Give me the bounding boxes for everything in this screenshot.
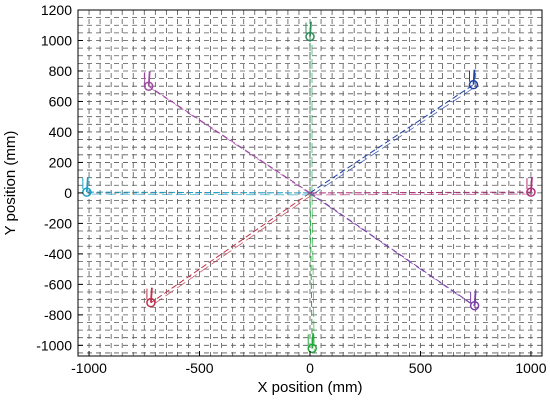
y-tick-label: 0 — [64, 185, 72, 201]
series-path — [150, 192, 311, 304]
y-tick-label: -600 — [44, 276, 72, 292]
end-tick-marker — [530, 177, 533, 193]
x-tick-label: 0 — [306, 360, 314, 376]
x-tick-label: -500 — [186, 360, 214, 376]
y-tick-label: 1000 — [41, 32, 72, 48]
series-path-secondary — [311, 194, 315, 351]
x-axis-label: X position (mm) — [257, 379, 362, 396]
end-tick-marker — [150, 287, 153, 303]
end-tick-marker — [309, 21, 312, 37]
y-axis-ticks: 1200 1000 800 600 400 200 0 -200 -400 -600 -800 -10… — [36, 2, 83, 353]
series-path-secondary — [311, 86, 476, 196]
series-1 — [305, 21, 315, 195]
x-tick-label: 500 — [409, 360, 433, 376]
series-path-secondary — [311, 194, 477, 309]
series-path — [309, 192, 475, 307]
series-8 — [143, 71, 313, 196]
series-3 — [309, 177, 536, 197]
series-path — [86, 191, 311, 194]
series-path — [309, 84, 474, 194]
y-tick-label: 1200 — [41, 2, 72, 18]
end-tick-marker — [85, 177, 89, 193]
series-path-secondary — [88, 193, 313, 196]
end-tick-marker — [147, 71, 151, 87]
y-tick-label: -400 — [44, 246, 72, 262]
series-path-secondary — [150, 87, 313, 196]
series-path-secondary — [311, 193, 534, 196]
series-6 — [146, 192, 313, 308]
end-tick-marker — [311, 333, 315, 349]
series-7 — [82, 177, 313, 197]
series-5 — [307, 192, 317, 354]
series-path-secondary — [152, 194, 313, 306]
y-tick-label: 200 — [49, 154, 73, 170]
y-tick-label: -200 — [44, 215, 72, 231]
x-tick-label: -1000 — [71, 360, 107, 376]
y-axis-label: Y position (mm) — [2, 131, 19, 236]
y-tick-label: 800 — [49, 63, 73, 79]
series-2 — [309, 69, 479, 196]
series-path — [148, 85, 311, 194]
x-tick-label: 1000 — [515, 360, 546, 376]
y-tick-label: -1000 — [36, 337, 72, 353]
series-4 — [309, 192, 480, 311]
end-tick-marker — [472, 69, 476, 85]
x-axis-ticks: -1000 -500 0 500 1000 — [71, 351, 547, 376]
series-path — [309, 191, 532, 194]
y-tick-label: 600 — [49, 93, 73, 109]
series-path — [309, 192, 313, 349]
end-tick-marker — [473, 290, 477, 306]
y-tick-label: 400 — [49, 124, 73, 140]
y-tick-label: -800 — [44, 307, 72, 323]
series-layer — [82, 21, 536, 354]
